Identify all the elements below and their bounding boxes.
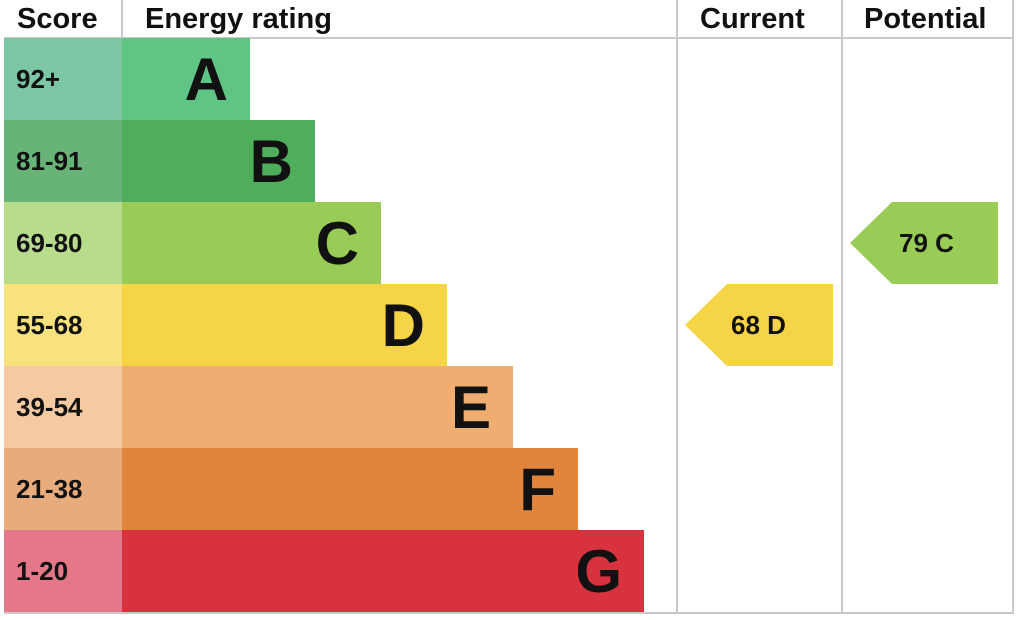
score-column-divider — [121, 0, 123, 38]
score-cell-a: 92+ — [4, 38, 122, 120]
score-cell-e: 39-54 — [4, 366, 122, 448]
score-header: Score — [17, 3, 98, 35]
band-bar-g: G — [122, 530, 644, 612]
band-bar-d: D — [122, 284, 447, 366]
potential-rating-arrow — [850, 202, 998, 284]
current-rating-arrow — [685, 284, 833, 366]
band-bar-a: A — [122, 38, 250, 120]
potential-column-divider — [841, 0, 843, 614]
current-header: Current — [700, 3, 805, 35]
band-bar-b: B — [122, 120, 315, 202]
band-bar-f: F — [122, 448, 578, 530]
band-bar-e: E — [122, 366, 513, 448]
current-rating-label: 68 D — [731, 309, 786, 340]
potential-rating-label: 79 C — [899, 227, 954, 258]
current-column-divider — [676, 0, 678, 614]
score-cell-b: 81-91 — [4, 120, 122, 202]
score-cell-c: 69-80 — [4, 202, 122, 284]
score-cell-f: 21-38 — [4, 448, 122, 530]
header-divider — [4, 37, 1014, 39]
band-bar-c: C — [122, 202, 381, 284]
score-cell-d: 55-68 — [4, 284, 122, 366]
potential-header: Potential — [864, 3, 987, 35]
rating-header: Energy rating — [145, 3, 332, 35]
right-border — [1012, 0, 1014, 614]
score-cell-g: 1-20 — [4, 530, 122, 612]
bottom-border — [4, 612, 1014, 614]
